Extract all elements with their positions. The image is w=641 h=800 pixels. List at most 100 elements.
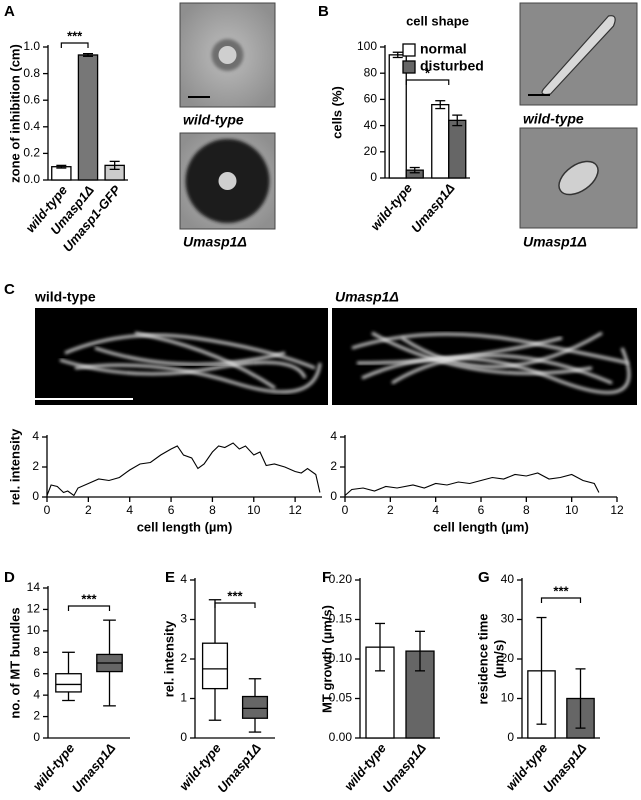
y-axis-label: cells (%)	[329, 86, 344, 139]
microtubule	[74, 362, 322, 394]
significance-bracket	[60, 42, 89, 48]
cell	[558, 160, 599, 196]
photo-label: Umasp1Δ	[183, 234, 247, 250]
bar	[431, 103, 450, 179]
x-tick-label: 8	[523, 503, 530, 517]
legend-swatch	[402, 60, 416, 74]
microtubule	[401, 331, 603, 369]
y-tick-label: 0.05	[329, 691, 353, 705]
x-tick-label: 8	[209, 503, 216, 517]
micrograph-label: wild-type	[34, 289, 96, 305]
y-tick-label: 0.8	[23, 66, 40, 80]
legend-swatch	[402, 43, 416, 57]
legend-label: normal	[420, 41, 467, 57]
disc	[218, 172, 237, 190]
significance-bracket	[540, 597, 582, 603]
y-tick-label: 20	[364, 144, 378, 158]
y-tick-label: 4	[33, 687, 40, 701]
y-axis-label: (µm/s)	[491, 640, 506, 679]
bar	[77, 54, 99, 181]
photo-label: Umasp1Δ	[523, 234, 587, 250]
y-tick-label: 0	[370, 170, 377, 184]
y-tick-label: 14	[27, 580, 41, 594]
x-tick-label: 10	[247, 503, 261, 517]
y-tick-label: 3	[180, 612, 187, 626]
microtubule	[371, 331, 593, 375]
y-tick-label: 4	[180, 572, 187, 586]
y-tick-label: 0.4	[23, 119, 40, 133]
panel-letter: B	[318, 3, 329, 20]
x-axis-label: cell length (µm)	[137, 519, 233, 534]
y-tick-label: 20	[501, 651, 515, 665]
y-tick-label: 100	[357, 39, 377, 53]
y-tick-label: 1.0	[23, 39, 40, 53]
y-axis-label: MT growth (µm/s)	[319, 605, 334, 713]
y-tick-label: 40	[501, 572, 515, 586]
y-tick-label: 0	[330, 489, 337, 503]
x-tick-label: 0	[342, 503, 349, 517]
y-tick-label: 0.20	[329, 572, 353, 586]
bar	[448, 119, 467, 179]
y-tick-label: 60	[364, 92, 378, 106]
y-tick-label: 0	[180, 730, 187, 744]
y-tick-label: 0	[507, 730, 514, 744]
x-tick-label: 2	[85, 503, 92, 517]
disc	[218, 46, 237, 64]
panel-letter: F	[322, 569, 331, 586]
microtubule	[356, 336, 563, 365]
y-tick-label: 0.6	[23, 92, 40, 106]
x-tick-label: 2	[387, 503, 394, 517]
legend-label: disturbed	[420, 58, 484, 74]
y-tick-label: 0.2	[23, 146, 40, 160]
panel-letter: D	[4, 569, 15, 586]
y-tick-label: 2	[330, 459, 337, 473]
bar	[51, 166, 72, 181]
y-axis-label: no. of MT bundles	[7, 607, 22, 718]
box	[201, 642, 229, 690]
box	[241, 695, 269, 719]
photo-label: wild-type	[523, 111, 584, 127]
significance-bracket	[67, 605, 111, 611]
significance-bracket	[214, 602, 256, 608]
x-tick-label: 12	[288, 503, 302, 517]
x-tick-label: 4	[126, 503, 133, 517]
x-tick-label: 12	[610, 503, 624, 517]
y-tick-label: 0	[32, 489, 39, 503]
y-tick-label: 10	[501, 691, 515, 705]
microtubule	[59, 358, 307, 379]
panel-letter: A	[4, 3, 15, 20]
x-tick-label: 6	[168, 503, 175, 517]
y-tick-label: 0.00	[329, 730, 353, 744]
significance-label: ***	[67, 28, 83, 43]
y-tick-label: 2	[33, 709, 40, 723]
y-axis-label: rel. intensity	[7, 428, 22, 505]
microtubule	[134, 331, 276, 390]
y-tick-label: 80	[364, 65, 378, 79]
y-tick-label: 40	[364, 118, 378, 132]
significance-label: ***	[81, 591, 97, 606]
x-tick-label: 0	[44, 503, 51, 517]
y-axis-label: residence time	[475, 613, 490, 704]
y-tick-label: 0.10	[329, 651, 353, 665]
y-axis-label: zone of inhibition (cm)	[7, 44, 22, 183]
y-tick-label: 4	[330, 429, 337, 443]
y-tick-label: 1	[180, 691, 187, 705]
y-tick-label: 30	[501, 612, 515, 626]
microtubule	[94, 346, 286, 366]
significance-label: *	[425, 65, 431, 80]
y-tick-label: 8	[33, 644, 40, 658]
box	[55, 673, 82, 693]
y-tick-label: 0.15	[329, 612, 353, 626]
y-tick-label: 10	[27, 623, 41, 637]
panel-letter: C	[4, 281, 15, 298]
panel-letter: E	[165, 569, 175, 586]
x-tick-label: 4	[432, 503, 439, 517]
microtubule	[351, 332, 629, 365]
y-tick-label: 12	[27, 602, 41, 616]
photo-label: wild-type	[183, 112, 244, 128]
x-tick-label: Umasp1Δ	[408, 180, 458, 235]
intensity-line	[344, 472, 600, 496]
y-tick-label: 0	[33, 730, 40, 744]
y-tick-label: 0.0	[23, 172, 40, 186]
